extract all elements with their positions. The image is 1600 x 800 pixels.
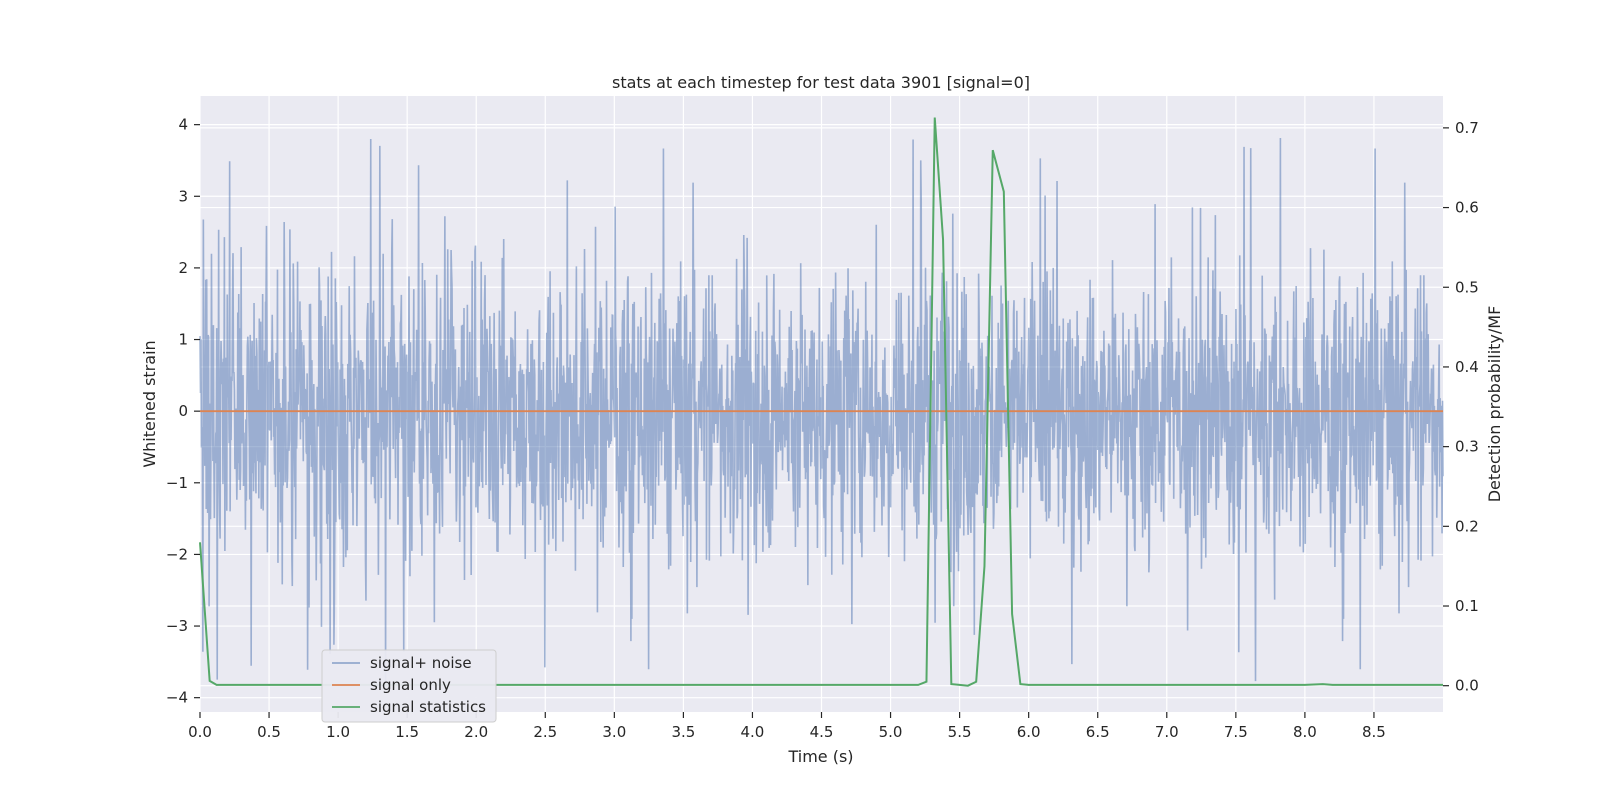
- legend-label-noise: signal+ noise: [370, 654, 472, 672]
- x-tick-label: 4.0: [741, 723, 765, 741]
- y2-tick-label: 0.6: [1455, 199, 1479, 217]
- y-tick-label: −3: [166, 617, 188, 635]
- x-tick-label: 6.5: [1086, 723, 1110, 741]
- statistics-series: [199, 117, 1443, 687]
- chart-title: stats at each timestep for test data 390…: [612, 73, 1030, 92]
- y2-tick-label: 0.3: [1455, 438, 1479, 456]
- y2-tick-label: 0.1: [1455, 597, 1479, 615]
- y-tick-label: 4: [178, 116, 188, 134]
- y-tick-label: 1: [178, 331, 188, 349]
- y-tick-label: 0: [178, 402, 188, 420]
- x-tick-label: 5.5: [948, 723, 972, 741]
- x-tick-label: 0.0: [188, 723, 212, 741]
- x-tick-label: 8.5: [1362, 723, 1386, 741]
- y2-tick-label: 0.4: [1455, 358, 1479, 376]
- x-tick-label: 5.0: [879, 723, 903, 741]
- x-tick-label: 0.5: [257, 723, 281, 741]
- y-tick-label: 2: [178, 259, 188, 277]
- x-tick-label: 1.5: [395, 723, 419, 741]
- x-tick-label: 3.5: [671, 723, 695, 741]
- x-axis-ticks: 0.0 0.5 1.0 1.5 2.0 2.5 3.0 3.5 4.0 4.5 5.0 5.5 6.0 6…: [188, 712, 1386, 741]
- y2-tick-label: 0.2: [1455, 517, 1479, 535]
- y-axis-label: Whitened strain: [140, 340, 159, 467]
- legend: signal+ noise signal only signal statist…: [321, 649, 497, 723]
- x-tick-label: 2.0: [464, 723, 488, 741]
- x-tick-label: 2.5: [533, 723, 557, 741]
- y-tick-label: −4: [166, 689, 188, 707]
- y-tick-label: 3: [178, 187, 188, 205]
- x-tick-label: 7.5: [1224, 723, 1248, 741]
- x-tick-label: 7.0: [1155, 723, 1179, 741]
- y2-tick-label: 0.7: [1455, 119, 1479, 137]
- y-axis-ticks: 4 3 2 1 0 −1 −2 −3 −4: [166, 116, 200, 707]
- y-tick-label: −1: [166, 474, 188, 492]
- x-tick-label: 8.0: [1293, 723, 1317, 741]
- statistics-line: [199, 117, 1443, 687]
- x-tick-label: 6.0: [1017, 723, 1041, 741]
- x-tick-label: 3.0: [602, 723, 626, 741]
- y2-tick-label: 0.0: [1455, 677, 1479, 695]
- y2-axis-ticks: 0.7 0.6 0.5 0.4 0.3 0.2 0.1 0.0: [1443, 119, 1479, 695]
- legend-label-statistics: signal statistics: [370, 698, 486, 716]
- y2-axis-label: Detection probability/MF: [1485, 306, 1504, 503]
- x-axis-label: Time (s): [787, 747, 853, 766]
- x-tick-label: 4.5: [810, 723, 834, 741]
- legend-label-signal-only: signal only: [370, 676, 451, 694]
- y2-tick-label: 0.5: [1455, 278, 1479, 296]
- legend-box: [321, 649, 497, 723]
- x-tick-label: 1.0: [326, 723, 350, 741]
- y-tick-label: −2: [166, 545, 188, 563]
